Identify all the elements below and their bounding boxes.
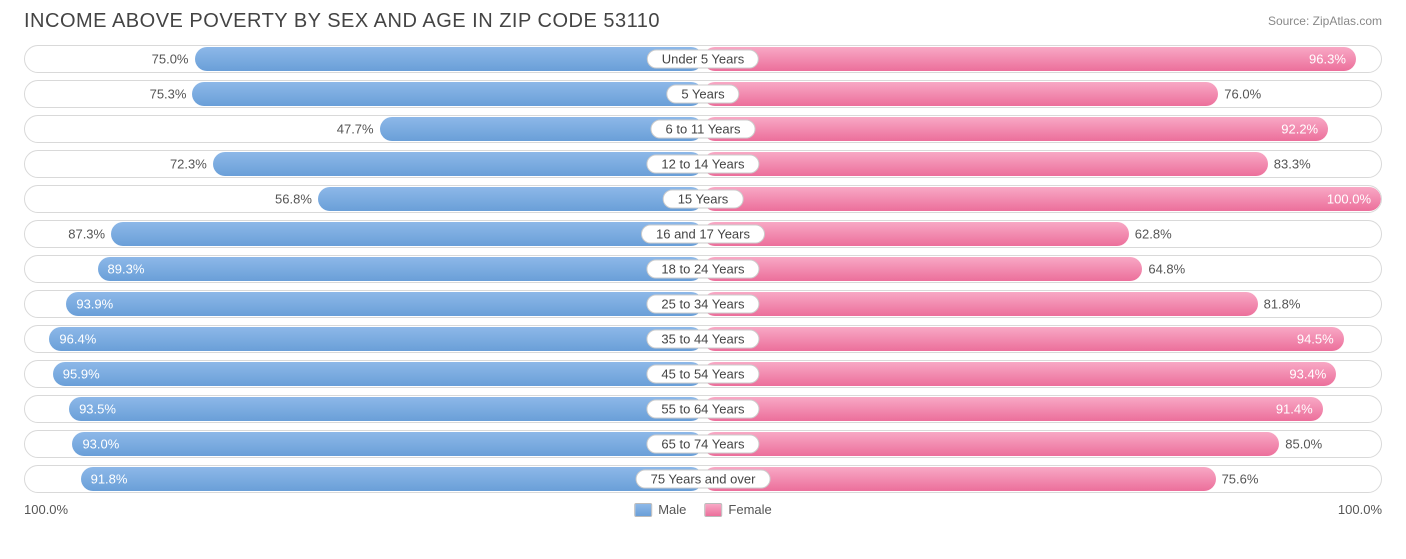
bar-male — [318, 187, 703, 211]
bar-female — [703, 397, 1323, 421]
category-label: 12 to 14 Years — [646, 155, 759, 174]
bar-male — [192, 82, 703, 106]
bar-male — [49, 327, 703, 351]
legend-swatch-male — [634, 503, 652, 517]
bar-female — [703, 327, 1344, 351]
value-male: 95.9% — [63, 367, 100, 382]
value-male: 72.3% — [170, 157, 207, 172]
value-male: 47.7% — [337, 122, 374, 137]
bar-male — [53, 362, 703, 386]
bar-male — [98, 257, 703, 281]
chart-row: 93.9% 81.8% 25 to 34 Years — [24, 290, 1382, 318]
legend-label-female: Female — [728, 502, 771, 517]
legend: Male Female — [634, 502, 772, 517]
chart-area: 75.0% 96.3% Under 5 Years 75.3% 76.0% 5 Years… — [0, 39, 1406, 493]
chart-row: 72.3% 83.3% 12 to 14 Years — [24, 150, 1382, 178]
chart-row: 91.8% 75.6% 75 Years and over — [24, 465, 1382, 493]
value-female: 62.8% — [1135, 227, 1172, 242]
value-female: 85.0% — [1285, 437, 1322, 452]
bar-female — [703, 432, 1279, 456]
category-label: 55 to 64 Years — [646, 400, 759, 419]
bar-female — [703, 117, 1328, 141]
value-female: 91.4% — [1276, 402, 1313, 417]
category-label: 25 to 34 Years — [646, 295, 759, 314]
value-male: 96.4% — [59, 332, 96, 347]
category-label: 35 to 44 Years — [646, 330, 759, 349]
category-label: 18 to 24 Years — [646, 260, 759, 279]
bar-female — [703, 152, 1268, 176]
category-label: 45 to 54 Years — [646, 365, 759, 384]
chart-row: 95.9% 93.4% 45 to 54 Years — [24, 360, 1382, 388]
bar-male — [111, 222, 703, 246]
value-male: 91.8% — [91, 472, 128, 487]
legend-swatch-female — [704, 503, 722, 517]
bar-female — [703, 187, 1381, 211]
value-female: 76.0% — [1224, 87, 1261, 102]
value-male: 75.0% — [152, 52, 189, 67]
chart-row: 89.3% 64.8% 18 to 24 Years — [24, 255, 1382, 283]
bar-male — [69, 397, 703, 421]
bar-male — [66, 292, 703, 316]
value-male: 56.8% — [275, 192, 312, 207]
chart-row: 47.7% 92.2% 6 to 11 Years — [24, 115, 1382, 143]
axis-left-max: 100.0% — [24, 502, 68, 517]
category-label: 16 and 17 Years — [641, 225, 765, 244]
chart-row: 75.3% 76.0% 5 Years — [24, 80, 1382, 108]
chart-title: INCOME ABOVE POVERTY BY SEX AND AGE IN Z… — [24, 10, 660, 33]
bar-female — [703, 292, 1258, 316]
chart-row: 75.0% 96.3% Under 5 Years — [24, 45, 1382, 73]
value-female: 83.3% — [1274, 157, 1311, 172]
value-female: 81.8% — [1264, 297, 1301, 312]
legend-item-male: Male — [634, 502, 686, 517]
category-label: 65 to 74 Years — [646, 435, 759, 454]
axis-right-max: 100.0% — [1338, 502, 1382, 517]
chart-row: 93.0% 85.0% 65 to 74 Years — [24, 430, 1382, 458]
bar-female — [703, 82, 1218, 106]
value-female: 94.5% — [1297, 332, 1334, 347]
bar-female — [703, 467, 1216, 491]
category-label: 75 Years and over — [636, 470, 771, 489]
value-female: 93.4% — [1289, 367, 1326, 382]
chart-row: 96.4% 94.5% 35 to 44 Years — [24, 325, 1382, 353]
bar-female — [703, 257, 1142, 281]
category-label: 5 Years — [666, 85, 739, 104]
chart-row: 87.3% 62.8% 16 and 17 Years — [24, 220, 1382, 248]
value-male: 75.3% — [150, 87, 187, 102]
value-male: 93.0% — [82, 437, 119, 452]
value-female: 64.8% — [1148, 262, 1185, 277]
bar-female — [703, 362, 1336, 386]
chart-row: 56.8% 100.0% 15 Years — [24, 185, 1382, 213]
value-male: 89.3% — [108, 262, 145, 277]
legend-item-female: Female — [704, 502, 771, 517]
bar-female — [703, 47, 1356, 71]
chart-row: 93.5% 91.4% 55 to 64 Years — [24, 395, 1382, 423]
value-male: 93.5% — [79, 402, 116, 417]
category-label: 6 to 11 Years — [651, 120, 756, 139]
source-attribution: Source: ZipAtlas.com — [1268, 10, 1382, 28]
value-female: 96.3% — [1309, 52, 1346, 67]
bar-male — [81, 467, 703, 491]
value-male: 87.3% — [68, 227, 105, 242]
value-female: 100.0% — [1327, 192, 1371, 207]
category-label: Under 5 Years — [647, 50, 759, 69]
value-female: 92.2% — [1281, 122, 1318, 137]
bar-male — [195, 47, 704, 71]
value-female: 75.6% — [1222, 472, 1259, 487]
legend-label-male: Male — [658, 502, 686, 517]
bar-female — [703, 222, 1129, 246]
bar-male — [72, 432, 703, 456]
value-male: 93.9% — [76, 297, 113, 312]
category-label: 15 Years — [663, 190, 744, 209]
bar-male — [213, 152, 703, 176]
